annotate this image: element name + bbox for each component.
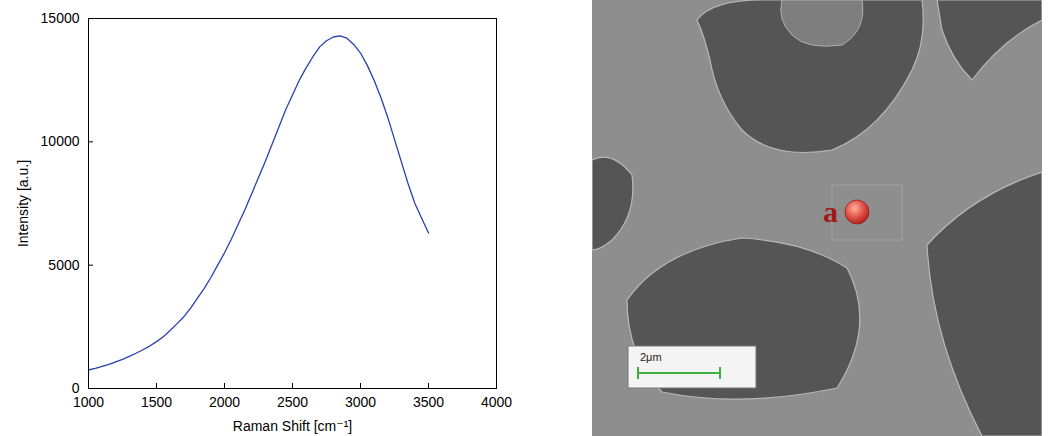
svg-text:10000: 10000 — [41, 133, 80, 149]
svg-text:2500: 2500 — [277, 394, 308, 410]
svg-text:1000: 1000 — [73, 394, 104, 410]
svg-text:15000: 15000 — [41, 10, 80, 26]
svg-text:0: 0 — [71, 380, 80, 396]
svg-text:3000: 3000 — [345, 394, 376, 410]
svg-text:5000: 5000 — [48, 257, 79, 273]
svg-text:3500: 3500 — [413, 394, 444, 410]
svg-text:Intensity [a.u.]: Intensity [a.u.] — [15, 160, 31, 247]
svg-text:1500: 1500 — [141, 394, 172, 410]
svg-text:Raman Shift [cm⁻¹]: Raman Shift [cm⁻¹] — [233, 418, 352, 434]
svg-text:4000: 4000 — [481, 394, 512, 410]
svg-text:a: a — [823, 195, 838, 228]
svg-text:2μm: 2μm — [640, 351, 662, 363]
svg-text:2000: 2000 — [209, 394, 240, 410]
